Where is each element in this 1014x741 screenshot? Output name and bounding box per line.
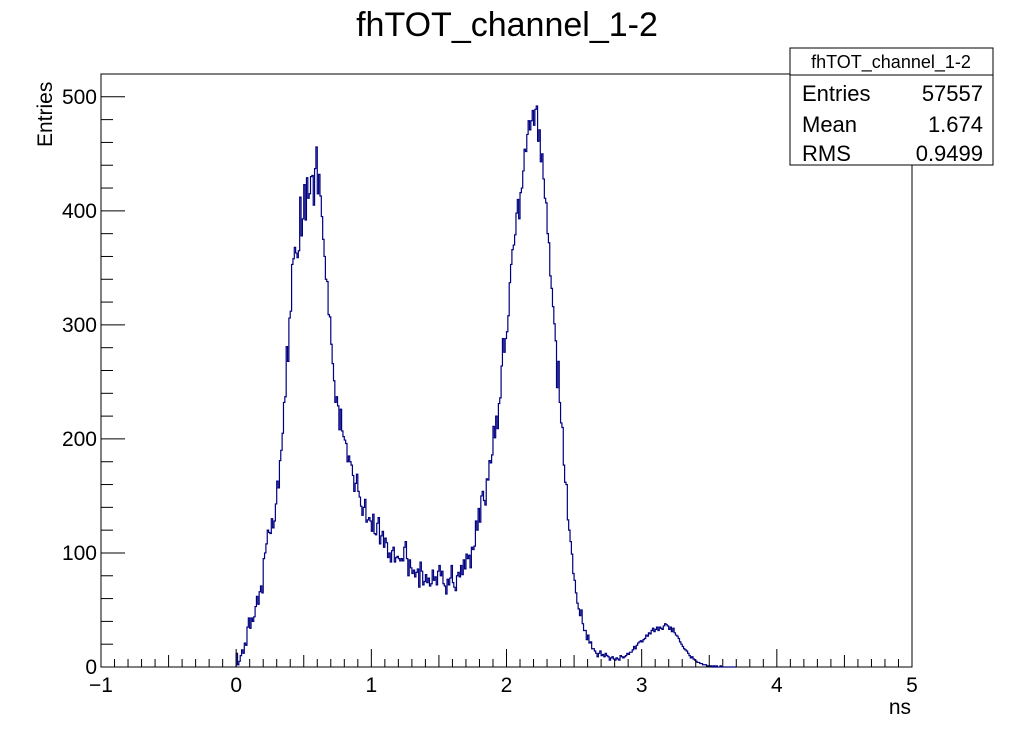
- x-tick-label: −1: [89, 674, 113, 697]
- y-tick-label: 0: [85, 656, 97, 679]
- histogram-series: [235, 105, 737, 668]
- x-tick-label: 3: [636, 674, 648, 697]
- x-tick-label: 5: [906, 674, 918, 697]
- y-tick-label: 400: [62, 200, 97, 223]
- y-tick-label: 500: [62, 86, 97, 109]
- x-axis-ticks: −1 0 1 2 3 4 5: [89, 649, 918, 697]
- stats-entries-value: 57557: [922, 81, 983, 106]
- stats-rms-label: RMS: [802, 141, 851, 166]
- y-axis-ticks: 0 100 200 300 400 500: [62, 73, 125, 679]
- x-tick-label: 0: [230, 674, 242, 697]
- y-tick-label: 200: [62, 428, 97, 451]
- stats-entries-label: Entries: [802, 81, 870, 106]
- stats-rms-value: 0.9499: [916, 141, 983, 166]
- stats-mean-value: 1.674: [928, 112, 983, 137]
- x-tick-label: 1: [365, 674, 377, 697]
- stats-box-title: fhTOT_channel_1-2: [811, 52, 971, 73]
- x-tick-label: 2: [501, 674, 513, 697]
- y-tick-label: 300: [62, 314, 97, 337]
- y-tick-label: 100: [62, 542, 97, 565]
- stats-box: fhTOT_channel_1-2 Entries 57557 Mean 1.6…: [789, 47, 994, 166]
- x-tick-label: 4: [771, 674, 783, 697]
- y-axis-title: Entries: [34, 82, 57, 147]
- stats-box-frame: [789, 47, 994, 166]
- x-axis-title: ns: [889, 696, 911, 719]
- chart-title: fhTOT_channel_1-2: [356, 6, 658, 44]
- stats-mean-label: Mean: [802, 112, 857, 137]
